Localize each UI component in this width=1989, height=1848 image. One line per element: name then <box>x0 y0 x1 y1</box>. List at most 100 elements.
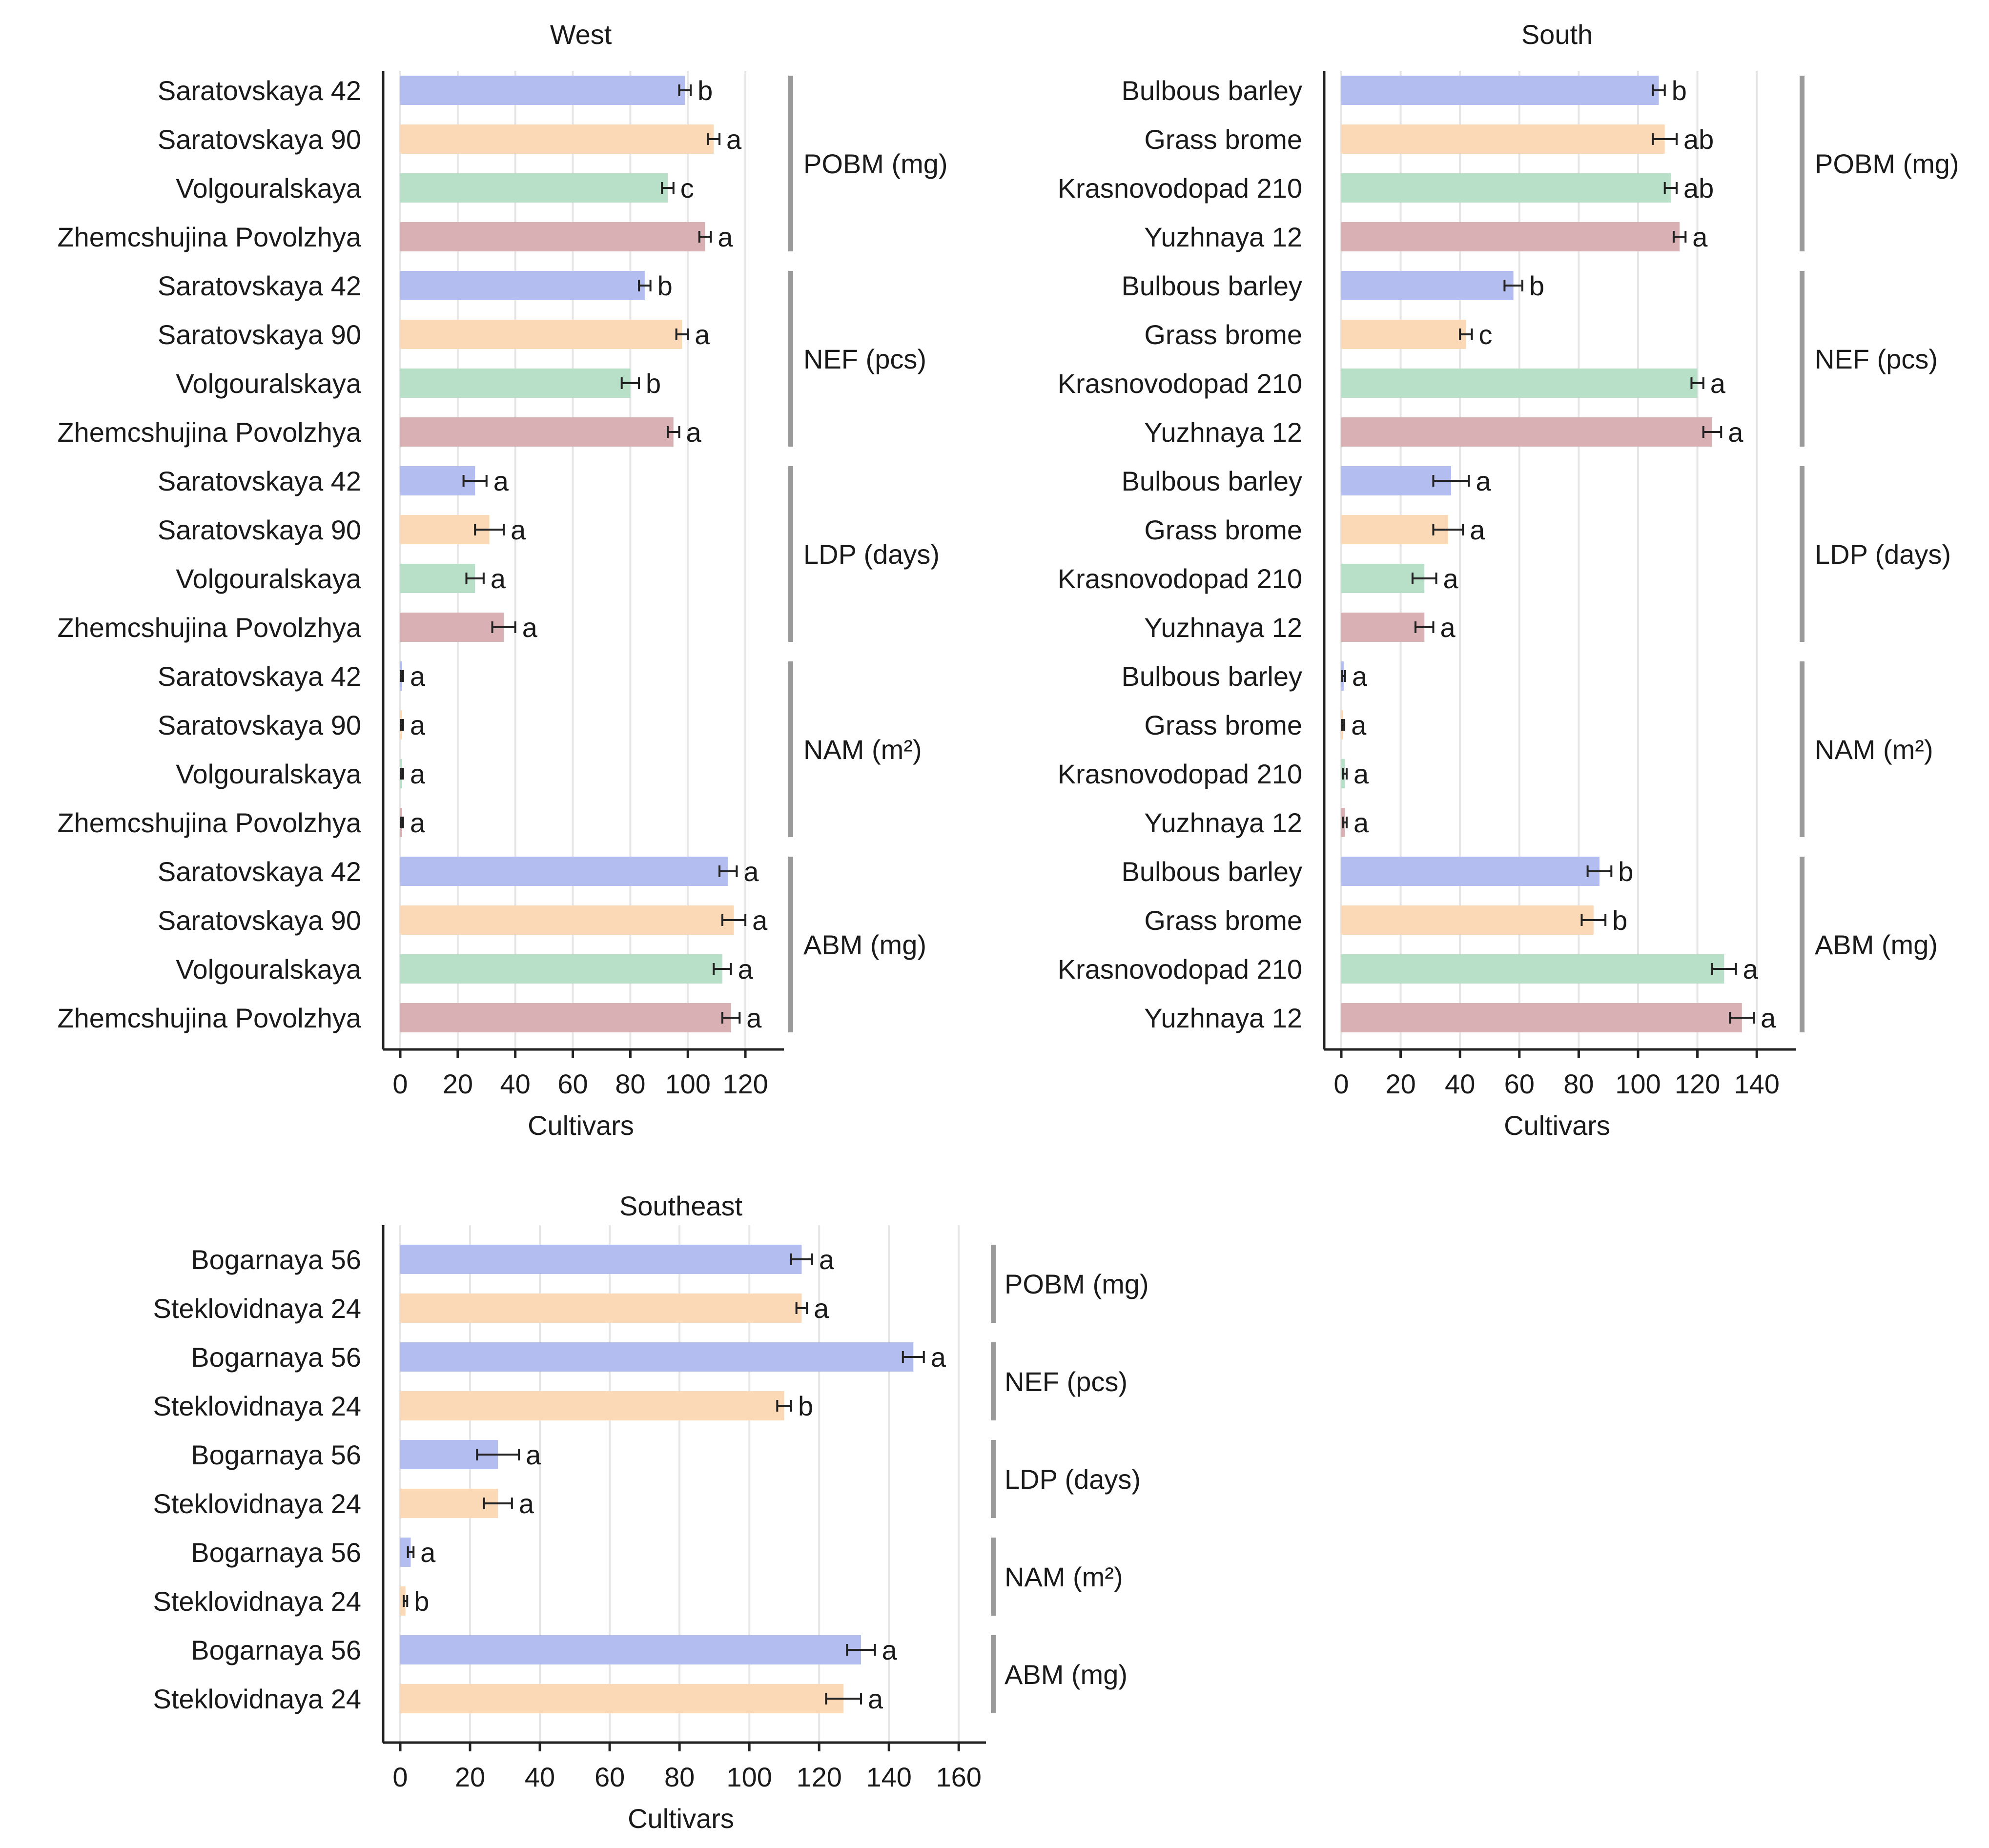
category-label: Grass brome <box>1144 710 1302 740</box>
significance-label: a <box>1352 661 1368 692</box>
chart-panel-southeast: Southeast 0 20 40 60 80 100 120 140 160 Cultivars a… <box>153 1191 1148 1834</box>
bar <box>400 1245 802 1274</box>
x-tick-label: 120 <box>722 1068 768 1099</box>
category-label: Bogarnaya 56 <box>191 1537 361 1568</box>
significance-label: b <box>1672 75 1687 106</box>
group-label: NAM (m²) <box>1005 1561 1123 1592</box>
x-tick-label: 80 <box>1563 1068 1594 1099</box>
significance-label: a <box>410 661 426 692</box>
group-label: POBM (mg) <box>803 148 948 179</box>
category-label: Grass brome <box>1144 905 1302 936</box>
category-label: Saratovskaya 90 <box>158 710 361 740</box>
significance-label: b <box>646 368 661 399</box>
significance-label: a <box>1692 222 1708 252</box>
significance-label: a <box>686 417 702 448</box>
significance-label: a <box>410 807 426 838</box>
category-label: Zhemcshujina Povolzhya <box>57 222 361 252</box>
x-tick-label: 60 <box>595 1762 625 1792</box>
x-tick-label: 140 <box>866 1762 911 1792</box>
category-label: Saratovskaya 42 <box>158 661 361 692</box>
bar <box>400 222 705 251</box>
category-label: Steklovidnaya 24 <box>153 1488 361 1519</box>
bar <box>400 1635 861 1664</box>
significance-label: b <box>697 75 713 106</box>
significance-label: a <box>522 612 538 643</box>
significance-label: a <box>491 563 506 594</box>
category-label: Bogarnaya 56 <box>191 1635 361 1665</box>
group-label: ABM (mg) <box>1815 929 1938 960</box>
category-label: Steklovidnaya 24 <box>153 1684 361 1714</box>
category-label: Krasnovodopad 210 <box>1058 173 1302 204</box>
x-axis-label: Cultivars <box>628 1803 734 1834</box>
x-tick-label: 20 <box>443 1068 473 1099</box>
bar <box>400 417 674 447</box>
category-label: Zhemcshujina Povolzhya <box>57 1003 361 1033</box>
x-tick-label: 20 <box>455 1762 485 1792</box>
category-label: Krasnovodopad 210 <box>1058 759 1302 789</box>
significance-label: a <box>493 466 509 496</box>
significance-label: a <box>420 1537 436 1568</box>
bar <box>1341 222 1680 251</box>
significance-label: a <box>410 710 426 740</box>
category-label: Saratovskaya 42 <box>158 466 361 496</box>
category-label: Bulbous barley <box>1122 856 1302 887</box>
category-label: Saratovskaya 90 <box>158 124 361 155</box>
category-label: Steklovidnaya 24 <box>153 1586 361 1617</box>
category-label: Krasnovodopad 210 <box>1058 368 1302 399</box>
x-tick-label: 40 <box>500 1068 531 1099</box>
x-tick-label: 120 <box>1675 1068 1720 1099</box>
group-label: NEF (pcs) <box>1815 344 1938 374</box>
category-label: Volgouralskaya <box>176 954 362 985</box>
bar <box>1341 369 1698 398</box>
significance-label: ab <box>1683 124 1714 155</box>
group-label: ABM (mg) <box>1005 1659 1128 1690</box>
category-label: Bulbous barley <box>1122 270 1302 301</box>
group-label: LDP (days) <box>1005 1464 1141 1495</box>
category-label: Bulbous barley <box>1122 466 1302 496</box>
category-label: Yuzhnaya 12 <box>1144 807 1302 838</box>
bar <box>1341 857 1599 886</box>
category-label: Saratovskaya 42 <box>158 75 361 106</box>
x-tick-label: 60 <box>1504 1068 1535 1099</box>
significance-label: a <box>743 856 759 887</box>
significance-label: b <box>657 270 673 301</box>
category-label: Zhemcshujina Povolzhya <box>57 807 361 838</box>
bar <box>1341 271 1514 300</box>
bar <box>400 1391 784 1420</box>
bar <box>400 1342 914 1372</box>
bar <box>1341 1003 1742 1032</box>
significance-label: a <box>695 319 710 350</box>
significance-label: a <box>738 954 754 985</box>
x-axis-label: Cultivars <box>528 1110 634 1141</box>
category-label: Volgouralskaya <box>176 173 362 204</box>
significance-label: a <box>868 1684 883 1714</box>
x-tick-label: 100 <box>665 1068 711 1099</box>
bar <box>1341 613 1425 642</box>
x-tick-label: 120 <box>796 1762 841 1792</box>
x-tick-label: 40 <box>1445 1068 1475 1099</box>
x-tick-label: 80 <box>664 1762 695 1792</box>
category-label: Saratovskaya 42 <box>158 856 361 887</box>
bar <box>400 124 714 154</box>
group-label: POBM (mg) <box>1815 148 1959 179</box>
bar <box>400 954 722 984</box>
x-tick-label: 160 <box>936 1762 982 1792</box>
group-label: ABM (mg) <box>803 929 926 960</box>
category-label: Bulbous barley <box>1122 75 1302 106</box>
category-label: Saratovskaya 90 <box>158 905 361 936</box>
significance-label: a <box>814 1293 829 1324</box>
x-tick-label: 60 <box>557 1068 588 1099</box>
significance-label: a <box>1351 710 1367 740</box>
group-label: NEF (pcs) <box>1005 1366 1128 1397</box>
category-label: Bogarnaya 56 <box>191 1439 361 1470</box>
x-tick-label: 100 <box>1615 1068 1661 1099</box>
chart-title: South <box>1521 19 1593 50</box>
significance-label: a <box>1476 466 1491 496</box>
significance-label: a <box>1353 807 1369 838</box>
category-label: Grass brome <box>1144 514 1302 545</box>
category-label: Steklovidnaya 24 <box>153 1293 361 1324</box>
significance-label: a <box>1353 759 1369 789</box>
bar <box>400 1294 802 1323</box>
significance-label: a <box>746 1003 762 1033</box>
chart-title: Southeast <box>619 1191 743 1221</box>
